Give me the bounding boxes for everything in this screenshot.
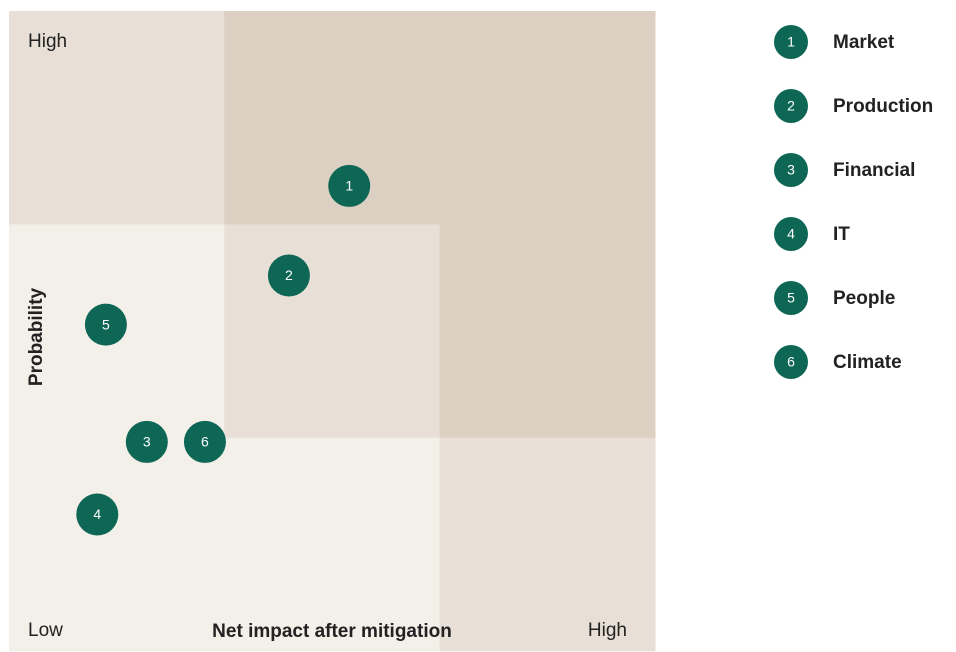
legend-label: IT	[833, 224, 850, 245]
legend-number: 6	[787, 354, 795, 370]
point	[84, 303, 127, 346]
point-label: 6	[201, 434, 209, 450]
legend-label: Climate	[833, 352, 902, 373]
zone	[439, 437, 656, 652]
legend-marker	[774, 89, 808, 123]
point	[328, 164, 371, 207]
legend-number: 4	[787, 226, 795, 242]
legend-marker	[774, 25, 808, 59]
zone	[9, 437, 225, 652]
zone	[439, 11, 656, 225]
legend-marker	[774, 281, 808, 315]
point	[76, 493, 119, 536]
y-high-label: High	[28, 31, 67, 52]
zone	[224, 224, 441, 439]
legend-label: Market	[833, 32, 895, 53]
x-axis-label: Net impact after mitigation	[212, 621, 452, 642]
legend-number: 2	[787, 98, 795, 114]
zone	[9, 11, 225, 225]
legend-marker	[774, 153, 808, 187]
x-low-label: Low	[28, 620, 63, 641]
zone	[224, 437, 441, 652]
legend-label: People	[833, 288, 895, 309]
legend-label: Production	[833, 96, 933, 117]
point	[267, 254, 310, 297]
zones	[9, 11, 656, 652]
point	[125, 420, 168, 463]
legend-label: Financial	[833, 160, 915, 181]
x-high-label: High	[588, 620, 627, 641]
point-label: 4	[93, 506, 101, 522]
point-label: 2	[285, 267, 293, 283]
legend-number: 3	[787, 162, 795, 178]
y-axis-label: Probability	[26, 287, 47, 386]
point-label: 5	[102, 316, 110, 332]
zone	[439, 224, 656, 439]
legend-marker	[774, 345, 808, 379]
point	[183, 420, 226, 463]
point-label: 1	[345, 178, 353, 194]
legend-marker	[774, 217, 808, 251]
legend-number: 5	[787, 290, 795, 306]
point-label: 3	[143, 434, 151, 450]
legend-number: 1	[787, 34, 795, 50]
